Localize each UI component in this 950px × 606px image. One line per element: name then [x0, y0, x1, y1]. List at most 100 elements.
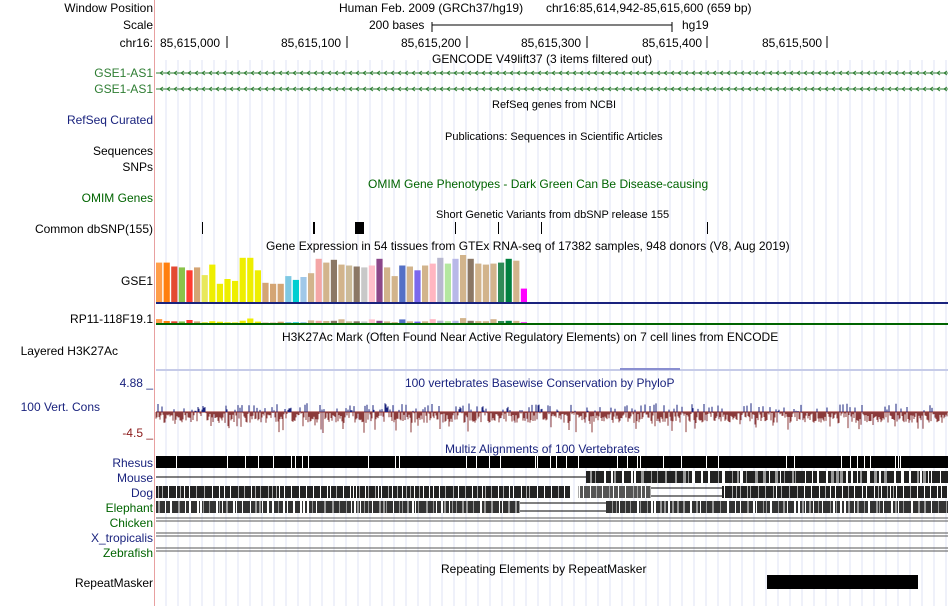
- alignment-gap: [189, 486, 190, 498]
- alignment-gap: [794, 456, 795, 468]
- alignment-gap: [881, 486, 882, 498]
- strand-arrow: [838, 70, 843, 76]
- strand-arrow: [719, 86, 724, 92]
- tick-label: 85,615,300: [521, 36, 582, 50]
- alignment-gap: [327, 486, 328, 498]
- alignment-gap: [300, 501, 302, 513]
- alignment-gap: [700, 501, 701, 513]
- species-label-elephant[interactable]: Elephant: [105, 501, 153, 515]
- strand-arrow: [649, 86, 654, 92]
- alignment-gap: [353, 486, 354, 498]
- alignment-gap: [433, 486, 434, 498]
- strand-arrow: [236, 70, 241, 76]
- gtex-tissue-bar: [330, 320, 337, 324]
- alignment-gap: [783, 501, 785, 513]
- strand-arrow: [768, 70, 773, 76]
- gtex-tissue-bar: [467, 320, 474, 324]
- alignment-gap: [351, 501, 352, 513]
- alignment-gap: [747, 501, 749, 513]
- alignment-gap: [756, 501, 757, 513]
- strand-arrow: [320, 70, 325, 76]
- alignment-gap: [817, 471, 819, 483]
- gtex-tissue-bar: [171, 321, 178, 324]
- gtex-tissue-bar: [490, 319, 497, 324]
- gene-label-gse1-as1[interactable]: GSE1-AS1: [94, 82, 153, 96]
- snps-label[interactable]: SNPs: [122, 160, 153, 174]
- alignment-gap: [854, 501, 855, 513]
- strand-arrow: [278, 70, 283, 76]
- alignment-gap: [805, 501, 806, 513]
- strand-arrow: [446, 86, 451, 92]
- alignment-gap: [386, 501, 387, 513]
- alignment-gap: [784, 471, 785, 483]
- species-label-rhesus[interactable]: Rhesus: [112, 456, 153, 470]
- alignment-gap: [637, 501, 639, 513]
- alignment-gap: [354, 501, 356, 513]
- strand-arrow: [425, 86, 430, 92]
- alignment-gap: [267, 501, 269, 513]
- alignment-gap: [894, 471, 896, 483]
- h3k27ac-label[interactable]: Layered H3K27Ac: [20, 344, 118, 358]
- gtex-tissue-bar: [399, 319, 406, 324]
- alignment-gap: [842, 486, 843, 498]
- strand-arrow: [271, 86, 276, 92]
- alignment-gap: [825, 486, 826, 498]
- strand-arrow: [887, 70, 892, 76]
- strand-arrow: [642, 86, 647, 92]
- gtex-tissue-bar: [308, 273, 315, 302]
- gtex-tissue-bar: [209, 321, 216, 324]
- alignment-gap: [236, 501, 237, 513]
- gtex-gene-label-gse1[interactable]: GSE1: [120, 274, 153, 288]
- strand-arrow: [936, 86, 941, 92]
- alignment-gap: [879, 471, 881, 483]
- strand-arrow: [397, 86, 402, 92]
- gtex-track-title: Gene Expression in 54 tissues from GTEx …: [266, 239, 790, 253]
- alignment-gap: [176, 456, 177, 468]
- strand-arrow: [824, 86, 829, 92]
- strand-arrow: [306, 86, 311, 92]
- refseq-curated-label[interactable]: RefSeq Curated: [66, 113, 153, 127]
- dbsnp-label[interactable]: Common dbSNP(155): [34, 222, 153, 236]
- strand-arrow: [873, 70, 878, 76]
- scale-label: Scale: [122, 18, 153, 32]
- phylop-label[interactable]: 100 Vert. Cons: [20, 400, 100, 414]
- strand-arrow: [824, 70, 829, 76]
- multiz-track-title: Multiz Alignments of 100 Vertebrates: [445, 442, 640, 456]
- strand-arrow: [250, 86, 255, 92]
- sequences-label[interactable]: Sequences: [92, 144, 153, 158]
- alignment-gap: [583, 486, 584, 498]
- gtex-tissue-bar: [224, 279, 231, 302]
- alignment-gap: [917, 471, 919, 483]
- repeatmasker-label[interactable]: RepeatMasker: [74, 576, 153, 590]
- species-label-mouse[interactable]: Mouse: [116, 471, 153, 485]
- alignment-gap: [462, 501, 464, 513]
- alignment-gap: [633, 486, 634, 498]
- phylop-track-title: 100 vertebrates Basewise Conservation by…: [405, 376, 675, 390]
- alignment-gap: [619, 501, 620, 513]
- gene-label-gse1-as1[interactable]: GSE1-AS1: [94, 66, 153, 80]
- alignment-gap: [611, 471, 613, 483]
- gtex-tissue-bar: [178, 267, 185, 302]
- gtex-tissue-bar: [300, 277, 307, 302]
- strand-arrow: [663, 70, 668, 76]
- alignment-gap: [209, 501, 210, 513]
- omim-genes-label[interactable]: OMIM Genes: [81, 191, 153, 205]
- alignment-gap: [415, 501, 416, 513]
- alignment-gap: [900, 456, 901, 468]
- tick-label: 85,615,100: [281, 36, 342, 50]
- alignment-gap: [746, 471, 747, 483]
- strand-arrow: [551, 70, 556, 76]
- species-label-dog[interactable]: Dog: [130, 486, 153, 500]
- alignment-gap: [805, 471, 806, 483]
- species-label-x-tropicalis[interactable]: X_tropicalis: [90, 531, 153, 545]
- alignment-gap: [634, 471, 636, 483]
- alignment-gap: [928, 471, 929, 483]
- alignment-gap: [449, 501, 450, 513]
- alignment-gap: [596, 486, 597, 498]
- alignment-block: [156, 501, 520, 513]
- species-label-zebrafish[interactable]: Zebrafish: [102, 546, 153, 560]
- alignment-block: [156, 456, 948, 468]
- species-label-chicken[interactable]: Chicken: [109, 516, 153, 530]
- gtex-gene-label-rp11[interactable]: RP11-118F19.1: [70, 312, 153, 326]
